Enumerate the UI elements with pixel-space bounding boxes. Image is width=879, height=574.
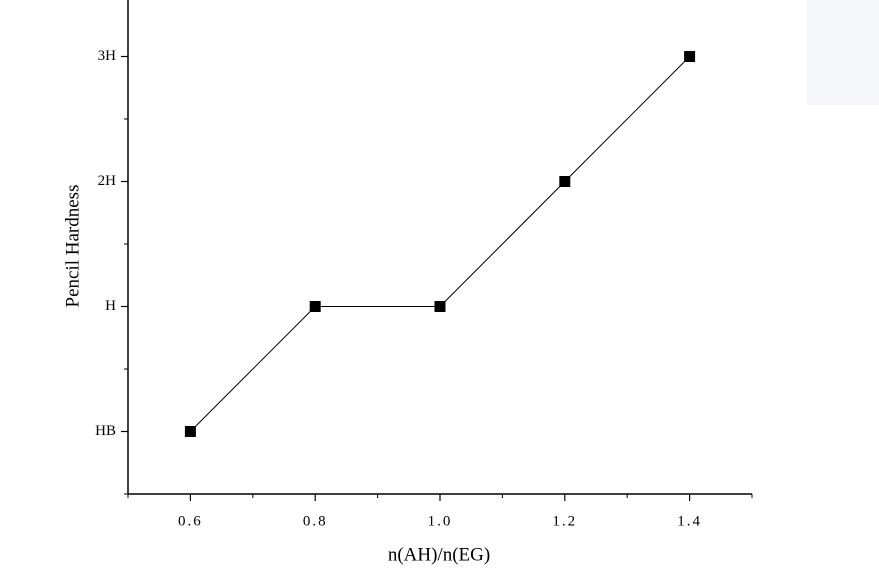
- x-axis-title: n(AH)/n(EG): [388, 544, 490, 565]
- x-tick-label: 1.4: [677, 513, 702, 529]
- y-axis-title: Pencil Hardness: [62, 185, 83, 308]
- x-tick-label: 1.2: [552, 513, 577, 529]
- x-tick-label: 1.0: [428, 513, 453, 529]
- marker: [684, 51, 696, 62]
- marker: [559, 176, 571, 187]
- y-tick-label: H: [105, 298, 116, 314]
- corner-panel: [807, 0, 879, 105]
- y-tick-label: 3H: [98, 48, 117, 64]
- x-tick-label: 0.8: [303, 513, 328, 529]
- y-tick-label: 2H: [98, 173, 117, 189]
- marker: [434, 301, 446, 312]
- marker: [309, 301, 321, 312]
- series-line: [190, 56, 690, 432]
- x-tick-label: 0.6: [178, 513, 203, 529]
- marker: [184, 426, 196, 437]
- y-tick-label: HB: [95, 423, 116, 439]
